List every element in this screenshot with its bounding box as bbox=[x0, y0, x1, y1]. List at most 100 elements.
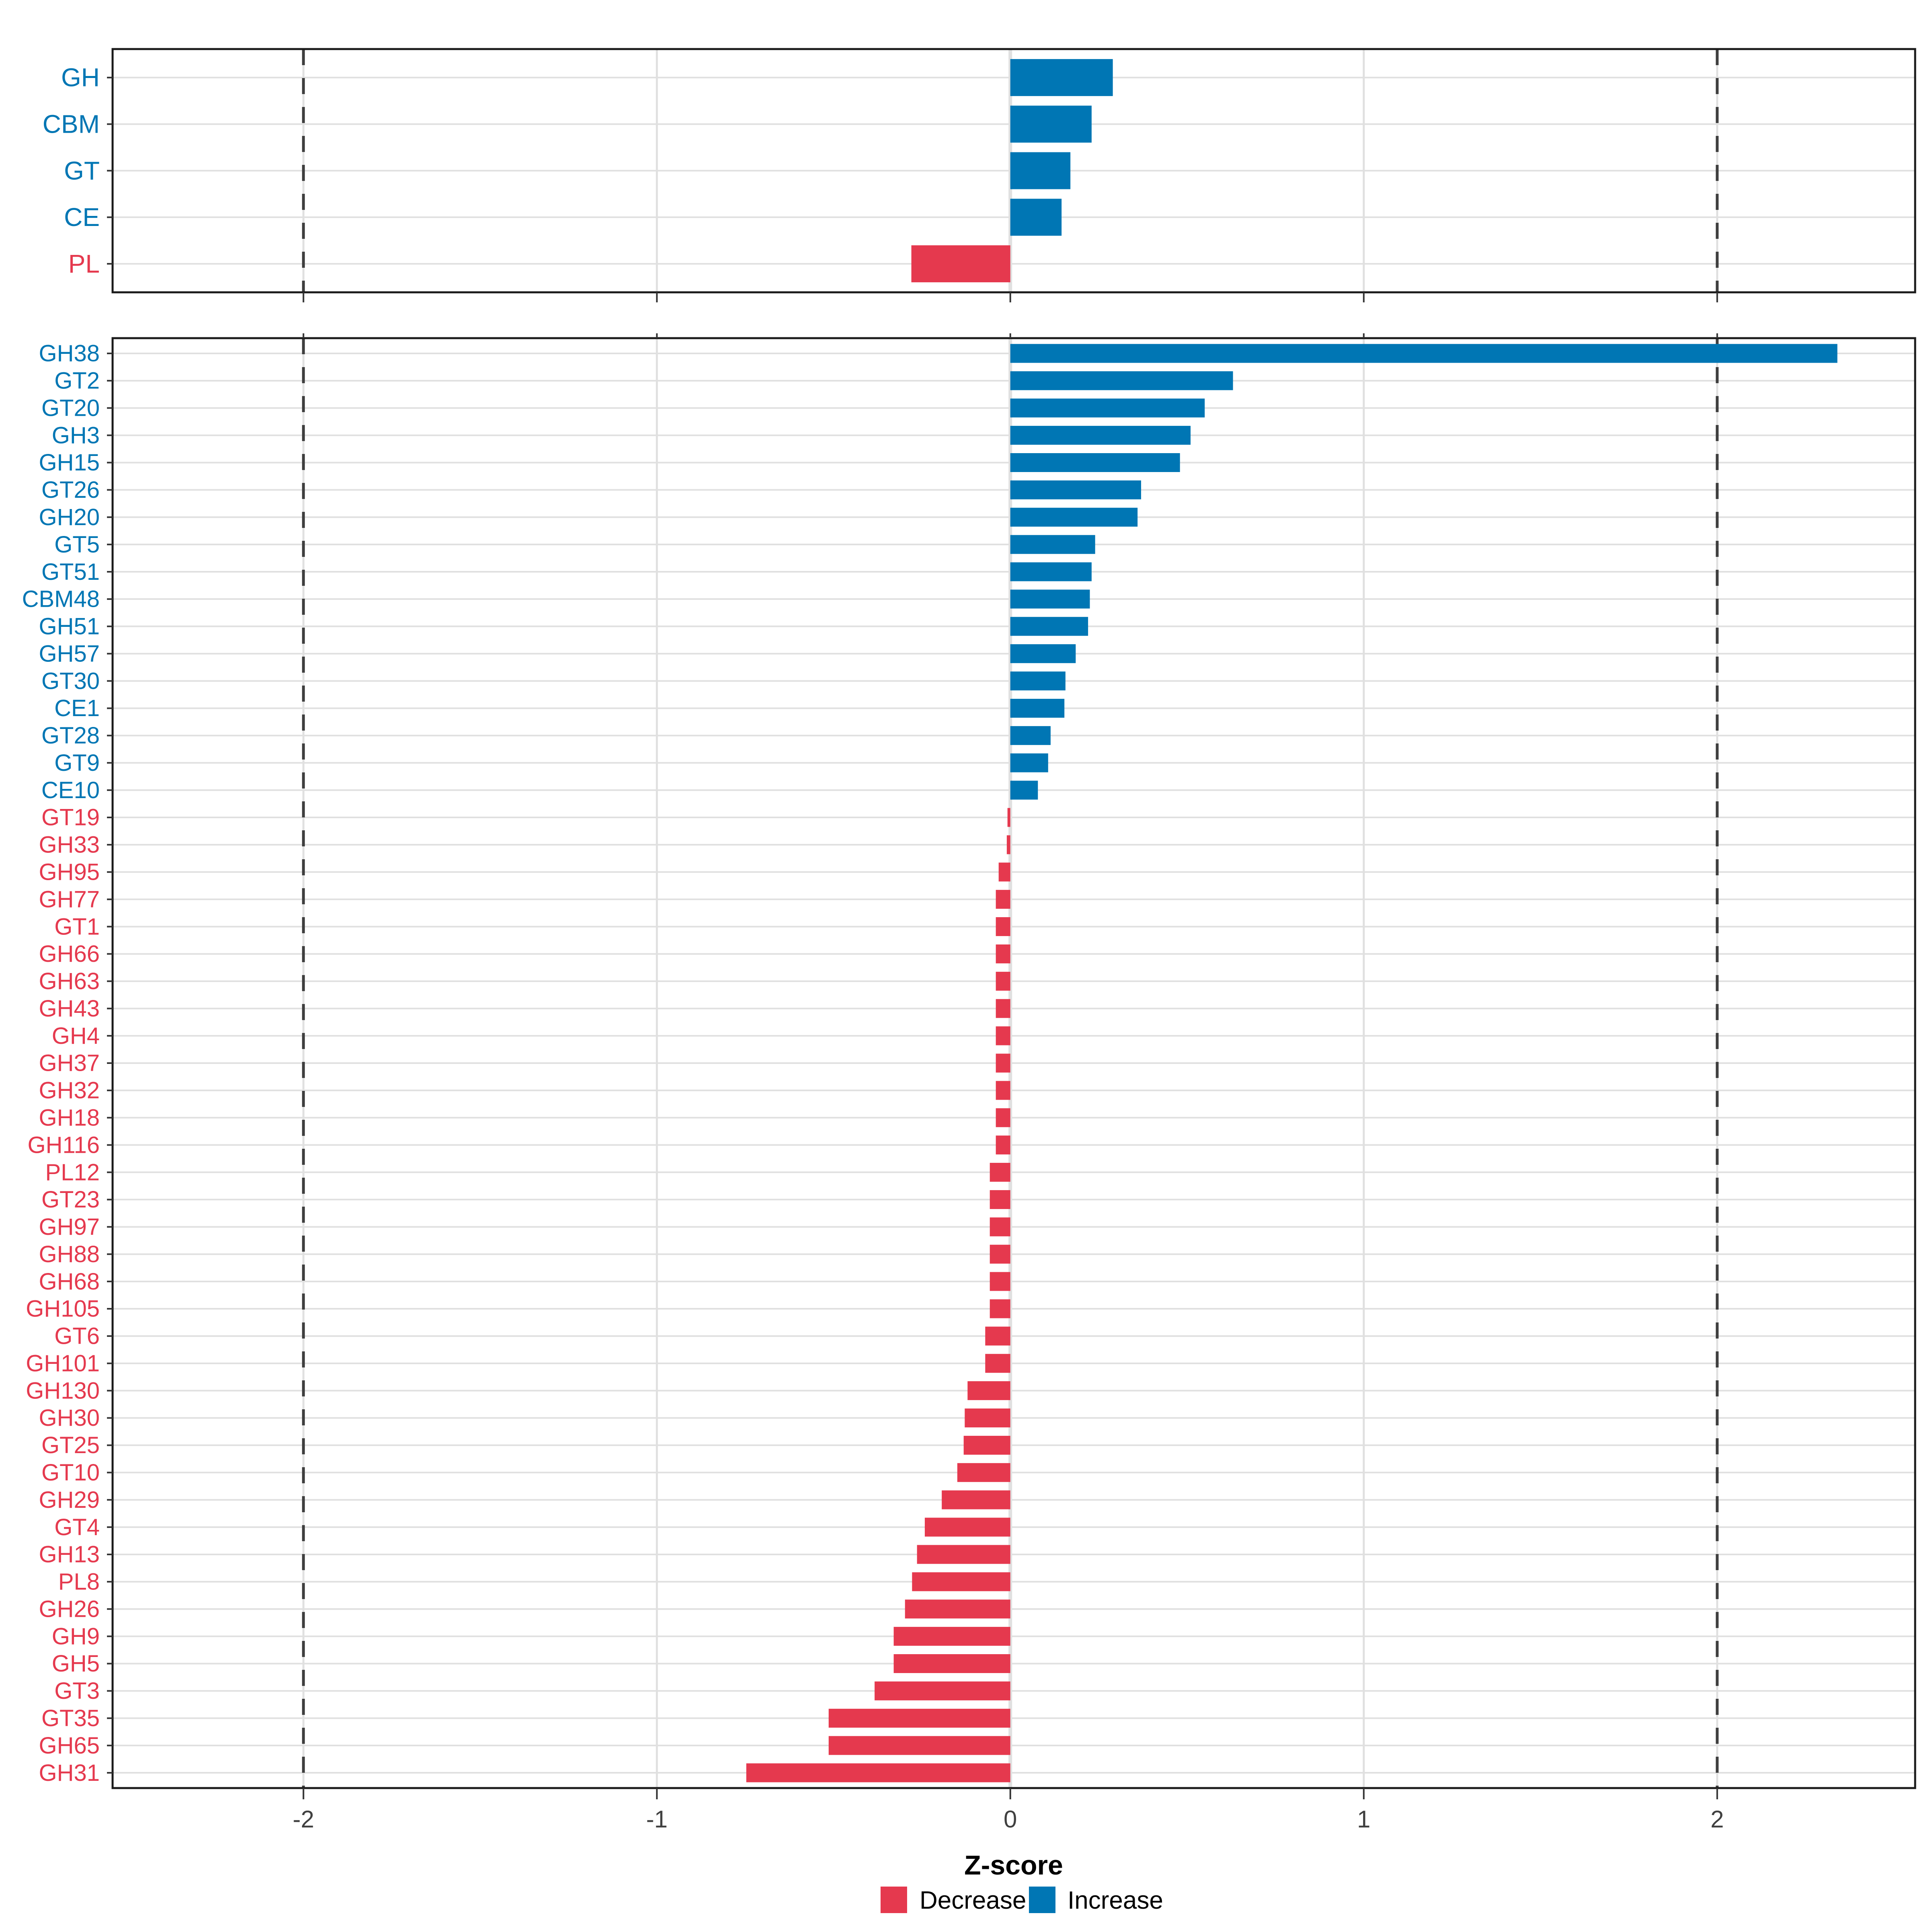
row-label-GT26: GT26 bbox=[41, 477, 100, 503]
legend-label-decrease: Decrease bbox=[920, 1887, 1026, 1914]
x-tick-label-2: 2 bbox=[1710, 1806, 1724, 1833]
x-axis-title: Z-score bbox=[964, 1850, 1063, 1881]
row-label-GT51: GT51 bbox=[41, 559, 100, 585]
row-label-GT28: GT28 bbox=[41, 723, 100, 749]
row-label-CBM48: CBM48 bbox=[22, 586, 100, 612]
row-label-GH5: GH5 bbox=[52, 1651, 100, 1677]
bar-GH13 bbox=[917, 1545, 1010, 1564]
x-tick-label--1: -1 bbox=[646, 1806, 667, 1833]
bar-GT10 bbox=[957, 1463, 1010, 1482]
row-label-CE1: CE1 bbox=[54, 695, 100, 721]
bar-GH37 bbox=[996, 1053, 1010, 1073]
bar-GH bbox=[1010, 59, 1113, 96]
row-label-GH18: GH18 bbox=[39, 1105, 100, 1131]
bar-GH3 bbox=[1010, 426, 1191, 445]
bar-GH4 bbox=[996, 1026, 1010, 1045]
bar-PL12 bbox=[990, 1163, 1010, 1182]
bar-GH51 bbox=[1010, 617, 1088, 636]
legend-label-increase: Increase bbox=[1068, 1887, 1163, 1914]
row-label-GH101: GH101 bbox=[26, 1350, 100, 1376]
bar-GT2 bbox=[1010, 371, 1233, 390]
bar-GH105 bbox=[990, 1299, 1010, 1318]
bar-CE10 bbox=[1010, 780, 1038, 800]
row-label-GH33: GH33 bbox=[39, 832, 100, 858]
bar-GH5 bbox=[893, 1654, 1010, 1673]
bar-GH43 bbox=[996, 999, 1010, 1018]
row-label-GH38: GH38 bbox=[39, 341, 100, 367]
panel-cazyme-family-detail: GH38GT2GT20GH3GH15GT26GH20GT5GT51CBM48GH… bbox=[22, 333, 1916, 1833]
row-label-GH3: GH3 bbox=[52, 422, 100, 448]
bar-GT6 bbox=[985, 1326, 1010, 1346]
x-tick-label--2: -2 bbox=[293, 1806, 314, 1833]
bar-GT bbox=[1010, 152, 1071, 189]
bar-GT3 bbox=[875, 1681, 1010, 1700]
row-label-GH26: GH26 bbox=[39, 1596, 100, 1622]
row-label-GT10: GT10 bbox=[41, 1460, 100, 1486]
row-label-GT2: GT2 bbox=[54, 368, 100, 394]
bar-GH88 bbox=[990, 1244, 1010, 1264]
bar-GT9 bbox=[1010, 753, 1048, 772]
bar-GT30 bbox=[1010, 671, 1066, 691]
bar-GH77 bbox=[996, 890, 1010, 909]
row-label-GH37: GH37 bbox=[39, 1050, 100, 1076]
bar-GH31 bbox=[746, 1763, 1010, 1782]
row-label-GH105: GH105 bbox=[26, 1296, 100, 1322]
row-label-GH4: GH4 bbox=[52, 1023, 100, 1049]
chart-panels: GHCBMGTCEPLGH38GT2GT20GH3GH15GT26GH20GT5… bbox=[22, 48, 1916, 1833]
x-tick-label-1: 1 bbox=[1357, 1806, 1370, 1833]
row-label-PL8: PL8 bbox=[58, 1569, 100, 1595]
row-label-GH63: GH63 bbox=[39, 968, 100, 994]
legend-swatch-increase bbox=[1029, 1887, 1055, 1913]
bar-GH97 bbox=[990, 1217, 1010, 1236]
row-label-GH95: GH95 bbox=[39, 859, 100, 885]
bar-GH33 bbox=[1006, 835, 1010, 854]
row-label-GT4: GT4 bbox=[54, 1514, 100, 1540]
row-label-GH51: GH51 bbox=[39, 614, 100, 640]
bar-GT1 bbox=[996, 917, 1010, 936]
row-label-GH130: GH130 bbox=[26, 1378, 100, 1404]
bar-GH18 bbox=[996, 1108, 1010, 1127]
bar-GH57 bbox=[1010, 644, 1076, 663]
bar-GH9 bbox=[893, 1627, 1010, 1646]
row-label-GH66: GH66 bbox=[39, 941, 100, 967]
row-label-GH9: GH9 bbox=[52, 1623, 100, 1649]
row-label-GT35: GT35 bbox=[41, 1705, 100, 1731]
legend: Decrease Increase bbox=[881, 1887, 1163, 1914]
bar-GH116 bbox=[996, 1135, 1010, 1155]
row-label-GT30: GT30 bbox=[41, 668, 100, 694]
row-label-CE: CE bbox=[64, 203, 100, 232]
row-label-GT25: GT25 bbox=[41, 1432, 100, 1458]
row-label-GH29: GH29 bbox=[39, 1487, 100, 1513]
row-label-GH97: GH97 bbox=[39, 1214, 100, 1240]
bar-GH32 bbox=[996, 1081, 1010, 1100]
row-label-GH77: GH77 bbox=[39, 886, 100, 912]
bar-GT28 bbox=[1010, 726, 1051, 745]
row-label-GT19: GT19 bbox=[41, 805, 100, 831]
bar-GH68 bbox=[990, 1272, 1010, 1291]
bar-PL8 bbox=[912, 1572, 1010, 1591]
x-tick-label-0: 0 bbox=[1004, 1806, 1017, 1833]
row-label-CBM: CBM bbox=[43, 109, 100, 138]
bar-GH130 bbox=[967, 1381, 1010, 1400]
row-label-GH31: GH31 bbox=[39, 1760, 100, 1786]
bar-GT19 bbox=[1007, 808, 1010, 827]
row-label-GH68: GH68 bbox=[39, 1269, 100, 1295]
bar-CBM48 bbox=[1010, 589, 1090, 609]
bar-GH101 bbox=[985, 1354, 1010, 1373]
bar-GT35 bbox=[828, 1708, 1010, 1728]
row-label-GT: GT bbox=[64, 156, 100, 185]
bar-GH65 bbox=[828, 1736, 1010, 1755]
row-label-GT1: GT1 bbox=[54, 914, 100, 940]
bar-CE1 bbox=[1010, 698, 1065, 718]
row-label-GT3: GT3 bbox=[54, 1678, 100, 1704]
row-label-GT20: GT20 bbox=[41, 395, 100, 421]
row-label-GH20: GH20 bbox=[39, 504, 100, 530]
bar-GH20 bbox=[1010, 507, 1138, 527]
row-label-GH: GH bbox=[61, 63, 100, 92]
bar-GT5 bbox=[1010, 535, 1095, 554]
row-label-GT9: GT9 bbox=[54, 750, 100, 776]
bar-GH26 bbox=[905, 1599, 1010, 1619]
row-label-PL: PL bbox=[68, 249, 100, 278]
bar-GH15 bbox=[1010, 453, 1180, 472]
bar-GH95 bbox=[998, 862, 1010, 882]
